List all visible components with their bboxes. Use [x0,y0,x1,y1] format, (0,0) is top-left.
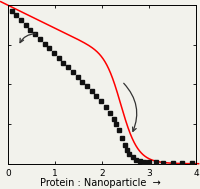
Text: Protein : Nanoparticle  →: Protein : Nanoparticle → [40,178,160,188]
